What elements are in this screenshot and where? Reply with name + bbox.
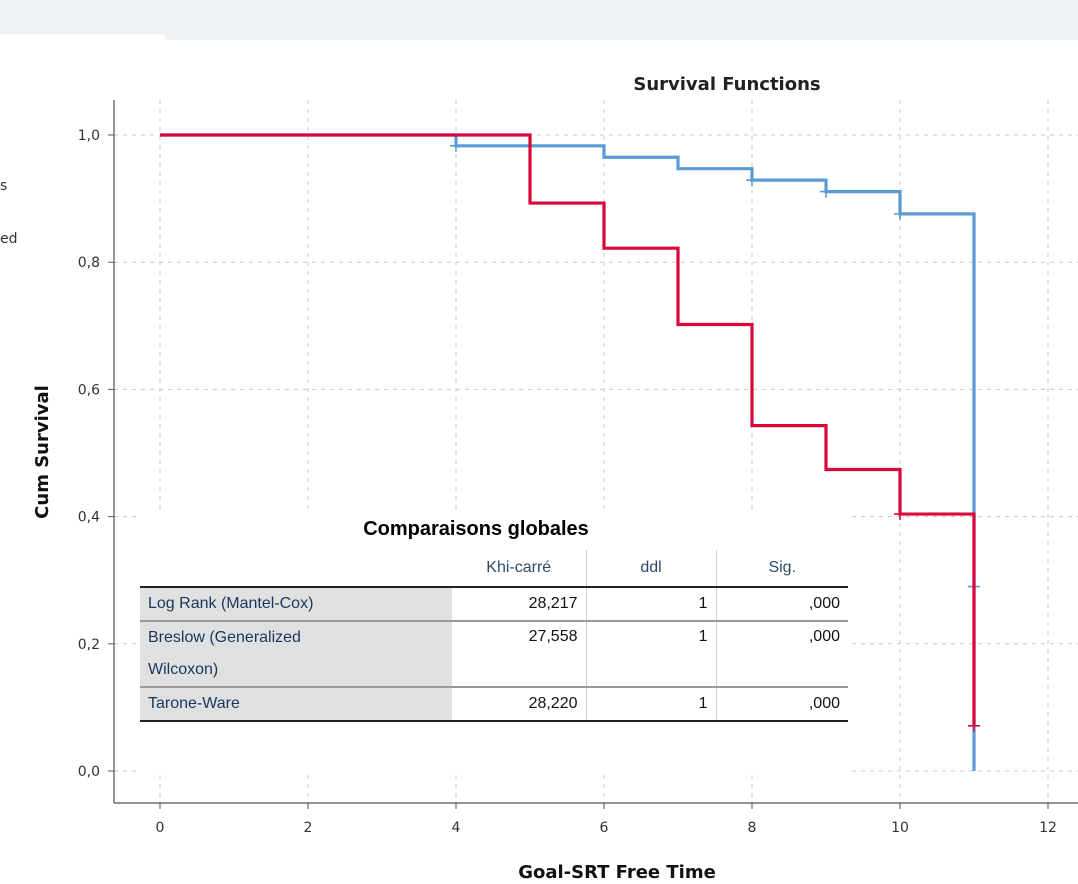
legend-fragment-2: ed: [0, 231, 18, 247]
sig-value: ,000: [715, 621, 848, 688]
df-value: 1: [585, 587, 716, 622]
y-tick-label: 0,8: [78, 255, 100, 271]
censor-mark-1: [894, 508, 906, 521]
header-df: ddl: [585, 550, 716, 588]
x-tick-label: 2: [304, 820, 313, 836]
censor-mark-0: [746, 174, 758, 187]
x-ticks: 0 2 4 6 8 10 12: [156, 803, 1057, 836]
header-chi: Khi-carré: [452, 550, 586, 588]
row-label: Log Rank (Mantel-Cox): [140, 587, 452, 622]
header-blank: [140, 550, 452, 588]
row-label: Tarone-Ware: [140, 687, 452, 722]
series-line-1: [160, 133, 976, 726]
y-axis-label: Cum Survival: [32, 385, 53, 519]
table-row: Log Rank (Mantel-Cox) 28,217 1 ,000: [140, 587, 848, 622]
comparisons-table-panel: Comparaisons globales Khi-carré ddl Sig.…: [140, 510, 852, 775]
row-label-continued: Wilcoxon): [140, 654, 452, 688]
y-tick-label: 0,6: [78, 382, 100, 398]
table-row: Breslow (Generalized 27,558 1 ,000: [140, 621, 848, 688]
x-tick-label: 4: [452, 820, 461, 836]
x-tick-label: 0: [156, 820, 165, 836]
row-label: Breslow (Generalized: [140, 621, 452, 654]
y-tick-label: 0,4: [78, 510, 100, 526]
legend-fragment-1: s: [0, 178, 7, 194]
chi-value: 28,220: [452, 687, 586, 722]
table-row: Tarone-Ware 28,220 1 ,000: [140, 687, 848, 722]
output-tab: [0, 34, 165, 42]
table-header-row: Khi-carré ddl Sig.: [140, 550, 848, 588]
df-value: 1: [585, 621, 716, 688]
chart-title: Survival Functions: [633, 74, 820, 95]
x-tick-label: 12: [1039, 820, 1057, 836]
y-tick-label: 0,0: [78, 764, 100, 780]
sig-value: ,000: [715, 587, 848, 622]
censor-mark-0: [450, 139, 462, 152]
x-tick-label: 8: [748, 820, 757, 836]
chi-value: 28,217: [452, 587, 586, 622]
df-value: 1: [585, 687, 716, 722]
x-tick-label: 10: [891, 820, 909, 836]
x-tick-label: 6: [600, 820, 609, 836]
censor-mark-0: [820, 185, 832, 198]
y-tick-label: 1,0: [78, 128, 100, 144]
chi-value: 27,558: [452, 621, 586, 688]
comparisons-table: Khi-carré ddl Sig. Log Rank (Mantel-Cox)…: [140, 550, 848, 722]
censor-mark-0: [894, 207, 906, 220]
table-title: Comparaisons globales: [363, 518, 589, 540]
header-sig: Sig.: [715, 550, 848, 588]
y-tick-label: 0,2: [78, 637, 100, 653]
top-band: [0, 0, 1078, 40]
censor-mark-1: [968, 719, 980, 732]
sig-value: ,000: [715, 687, 848, 722]
x-axis-label: Goal-SRT Free Time: [518, 862, 716, 883]
series-line-0: [160, 133, 976, 771]
y-ticks: 0,0 0,2 0,4 0,6 0,8 1,0: [78, 128, 114, 780]
table-row-continued: Wilcoxon): [140, 654, 848, 688]
series: [160, 133, 980, 771]
